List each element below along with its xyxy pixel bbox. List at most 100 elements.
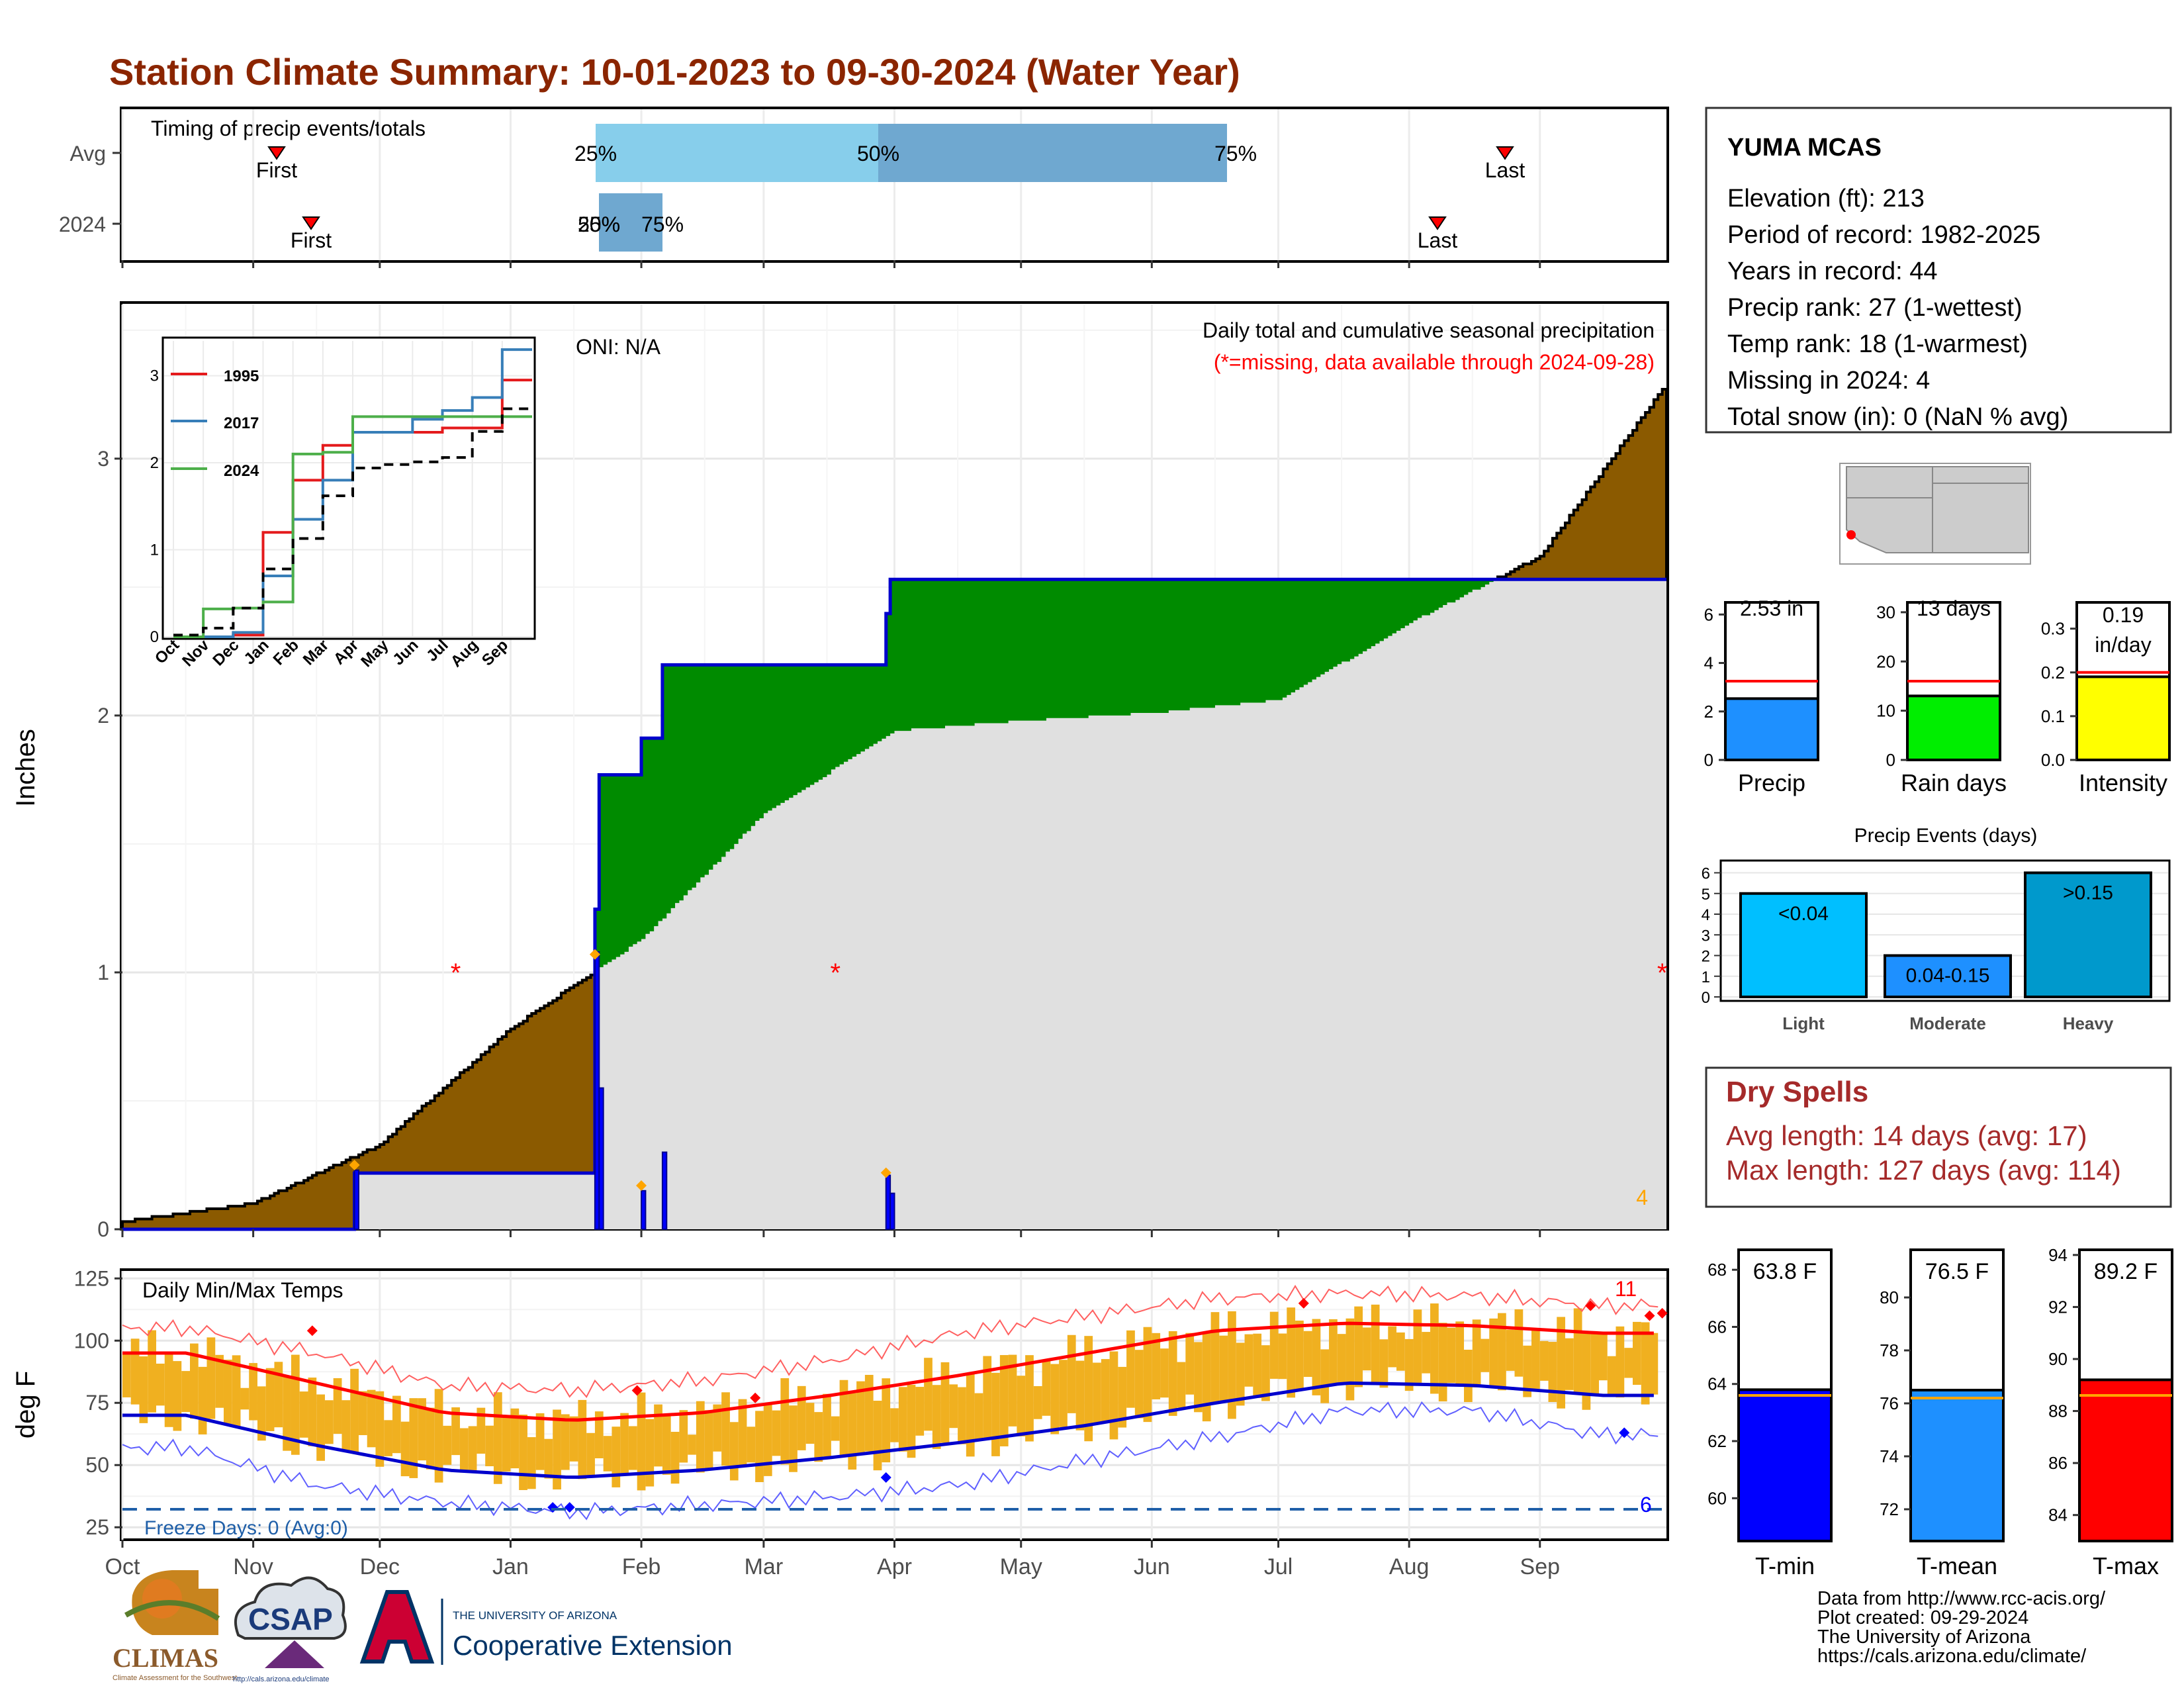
- csap-wordmark: CSAP: [248, 1602, 333, 1636]
- inset-y-tick-label: 3: [150, 367, 159, 385]
- daily-precip-bar: [889, 1192, 895, 1231]
- daily-temp-bar: [544, 1438, 553, 1479]
- csap-cloud: [234, 1576, 347, 1640]
- daily-temp-bar: [898, 1387, 907, 1452]
- y-tick-label: 125: [74, 1266, 109, 1290]
- y-tick-label: 0: [1704, 750, 1713, 770]
- temp-summary-fill: [2078, 1378, 2173, 1542]
- x-tick-label: Jun: [1134, 1554, 1170, 1579]
- daily-temp-bar: [1109, 1351, 1118, 1440]
- dry-spells-frame: [1705, 1066, 2172, 1208]
- timing-2024-p25-label: 25%: [578, 212, 620, 236]
- daily-temp-bar: [1269, 1311, 1279, 1379]
- daily-temp-bar: [181, 1371, 190, 1413]
- daily-temp-bar: [367, 1389, 376, 1448]
- daily-temp-bar: [1430, 1303, 1439, 1394]
- temp-summary-value: 63.8 F: [1753, 1259, 1817, 1284]
- event-bar: [2024, 871, 2152, 998]
- daily-temp-bar: [1118, 1366, 1127, 1428]
- daily-temp-bar: [1329, 1319, 1338, 1384]
- daily-temp-bar: [882, 1378, 891, 1463]
- event-start-marker: [589, 949, 600, 960]
- cold-count: 6: [1640, 1493, 1652, 1517]
- daily-temp-bar: [1582, 1333, 1591, 1410]
- daily-temp-bar: [890, 1408, 899, 1442]
- y-tick-label: 75: [85, 1391, 109, 1415]
- daily-temp-bar: [1480, 1338, 1490, 1372]
- climas-sun: [142, 1579, 182, 1618]
- record-low-marker: [1619, 1427, 1630, 1438]
- station-line: Precip rank: 27 (1-wettest): [1727, 294, 2023, 322]
- event-start-marker: [636, 1180, 647, 1192]
- daily-temp-bar: [856, 1381, 865, 1454]
- daily-temp-bar: [443, 1425, 452, 1465]
- daily-temp-bar: [1455, 1321, 1465, 1386]
- footer-line: Data from http://www.rcc-acis.org/: [1817, 1588, 2106, 1609]
- footer-line: Plot created: 09-29-2024: [1817, 1607, 2028, 1628]
- daily-temp-bar: [747, 1427, 756, 1463]
- summary-bar-label: Intensity: [2079, 769, 2167, 796]
- timing-avg-q2-bar: [878, 124, 1227, 182]
- timing-2024-bar: [599, 193, 662, 252]
- y-tick-label: 62: [1707, 1431, 1727, 1451]
- daily-temp-bar: [1134, 1350, 1144, 1419]
- timing-avg-q1-bar: [596, 124, 878, 182]
- precip-missing-caption: (*=missing, data available through 2024-…: [1214, 350, 1655, 374]
- timing-2024-first-label: First: [291, 228, 332, 252]
- temp-summary-fill: [1909, 1389, 2005, 1542]
- daily-temp-bar: [553, 1409, 561, 1490]
- event-bar-label: 0.04-0.15: [1906, 965, 1990, 987]
- record-low-marker: [880, 1472, 891, 1483]
- record-high-marker: [1657, 1307, 1668, 1319]
- daily-temp-bar: [148, 1330, 156, 1413]
- temp-summary-value: 89.2 F: [2094, 1259, 2158, 1284]
- temp-summary-fill: [1737, 1388, 1833, 1543]
- daily-temp-bar: [232, 1355, 241, 1427]
- daily-temp-bar: [839, 1380, 848, 1456]
- daily-temp-bar: [1295, 1321, 1304, 1389]
- daily-temp-bar: [477, 1407, 486, 1454]
- summary-bar-value: 2.53 in: [1740, 596, 1803, 620]
- daily-temp-bar: [130, 1338, 140, 1405]
- inset-series-avg: [173, 407, 532, 637]
- daily-temp-bar: [1278, 1333, 1287, 1380]
- climas-wordmark: CLIMAS: [113, 1643, 218, 1673]
- daily-temp-bar: [198, 1366, 207, 1434]
- timing-row-2024: 2024: [59, 212, 106, 236]
- station-line: Years in record: 44: [1727, 258, 1938, 285]
- y-tick-label: 0.3: [2041, 619, 2065, 639]
- inset-series: [173, 348, 532, 638]
- daily-temp-bar: [257, 1386, 266, 1441]
- daily-temp-bar: [654, 1404, 662, 1467]
- daily-temp-bar: [510, 1408, 520, 1469]
- y-tick-label: 94: [2048, 1245, 2068, 1265]
- daily-temp-bar: [341, 1400, 351, 1452]
- daily-temp-bar: [1388, 1326, 1397, 1368]
- y-tick-label: 0.2: [2041, 663, 2065, 682]
- record-high-marker: [631, 1385, 643, 1396]
- daily-temp-bar: [1548, 1342, 1557, 1402]
- csap-url: http://cals.arizona.edu/climate: [233, 1675, 330, 1683]
- missing-day-marker: *: [830, 959, 841, 988]
- x-tick-label: Mar: [745, 1554, 784, 1579]
- timing-2024-p50-label: 50%: [578, 212, 620, 236]
- record-min-line: [122, 1401, 1659, 1521]
- precip-panel: * * * Inches 0 1 2 3 ONI: N/A Daily total and…: [11, 301, 1669, 1241]
- summary-bar-fill: [1724, 697, 1819, 761]
- daily-temp-bar: [755, 1411, 764, 1482]
- events-title: Precip Events (days): [1854, 825, 2038, 847]
- daily-temp-bar: [1565, 1338, 1574, 1390]
- daily-temp-bar: [679, 1410, 688, 1463]
- daily-temp-bar: [924, 1358, 933, 1431]
- daily-temp-bar: [459, 1428, 469, 1473]
- inset-y-tick-label: 1: [150, 541, 159, 559]
- summary-bar-fill: [1906, 694, 2001, 761]
- station-name: YUMA MCAS: [1727, 134, 1882, 162]
- record-max-line: [122, 1284, 1659, 1399]
- daily-temp-bar: [789, 1405, 797, 1472]
- daily-temp-bar: [1422, 1332, 1431, 1374]
- daily-temp-bar: [932, 1385, 941, 1449]
- ua-a-emblem: [359, 1590, 435, 1664]
- daily-temp-bar: [578, 1399, 587, 1479]
- inset-frame: [161, 336, 536, 640]
